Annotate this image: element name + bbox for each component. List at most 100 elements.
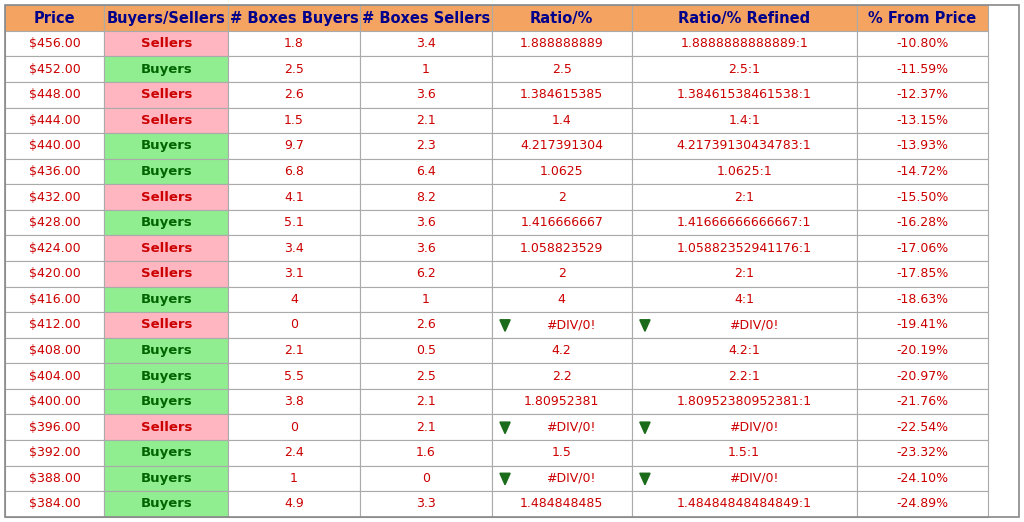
Bar bbox=[228, 440, 360, 466]
Bar bbox=[104, 133, 228, 159]
Text: 9.7: 9.7 bbox=[284, 139, 304, 152]
Bar bbox=[632, 287, 857, 312]
Bar bbox=[228, 414, 360, 440]
Text: 0: 0 bbox=[422, 472, 430, 485]
Text: Sellers: Sellers bbox=[140, 421, 191, 434]
Bar bbox=[492, 5, 632, 31]
Bar bbox=[360, 389, 492, 414]
Bar bbox=[857, 235, 988, 261]
Polygon shape bbox=[640, 422, 650, 434]
Text: 3.1: 3.1 bbox=[285, 267, 304, 280]
Text: % From Price: % From Price bbox=[868, 10, 977, 26]
Bar bbox=[857, 287, 988, 312]
Text: $428.00: $428.00 bbox=[29, 216, 81, 229]
Text: Sellers: Sellers bbox=[140, 88, 191, 101]
Bar bbox=[857, 184, 988, 210]
Bar bbox=[360, 82, 492, 108]
Bar bbox=[5, 466, 104, 491]
Bar bbox=[632, 261, 857, 287]
Text: 2:1: 2:1 bbox=[734, 267, 754, 280]
Text: # Boxes Sellers: # Boxes Sellers bbox=[361, 10, 489, 26]
Bar bbox=[632, 159, 857, 184]
Text: $408.00: $408.00 bbox=[29, 344, 81, 357]
Text: -22.54%: -22.54% bbox=[896, 421, 948, 434]
Text: -23.32%: -23.32% bbox=[897, 446, 948, 459]
Bar bbox=[857, 210, 988, 235]
Bar bbox=[5, 184, 104, 210]
Text: $452.00: $452.00 bbox=[29, 63, 81, 76]
Text: 4.2: 4.2 bbox=[552, 344, 571, 357]
Text: $448.00: $448.00 bbox=[29, 88, 81, 101]
Text: 1.0625:1: 1.0625:1 bbox=[716, 165, 772, 178]
Text: 2.3: 2.3 bbox=[416, 139, 435, 152]
Bar bbox=[5, 389, 104, 414]
Text: $416.00: $416.00 bbox=[29, 293, 81, 306]
Text: 2.5: 2.5 bbox=[552, 63, 571, 76]
Bar bbox=[104, 261, 228, 287]
Text: Sellers: Sellers bbox=[140, 191, 191, 204]
Text: -13.93%: -13.93% bbox=[897, 139, 948, 152]
Text: 0: 0 bbox=[290, 421, 298, 434]
Bar bbox=[857, 5, 988, 31]
Text: 0: 0 bbox=[290, 318, 298, 331]
Bar bbox=[104, 210, 228, 235]
Bar bbox=[492, 108, 632, 133]
Bar bbox=[360, 31, 492, 56]
Text: -17.06%: -17.06% bbox=[896, 242, 948, 255]
Bar bbox=[104, 56, 228, 82]
Bar bbox=[360, 491, 492, 517]
Text: Buyers: Buyers bbox=[140, 216, 193, 229]
Bar bbox=[5, 159, 104, 184]
Bar bbox=[492, 312, 632, 338]
Bar bbox=[492, 363, 632, 389]
Bar bbox=[5, 31, 104, 56]
Bar bbox=[360, 184, 492, 210]
Text: 1.4:1: 1.4:1 bbox=[728, 114, 760, 127]
Bar bbox=[104, 82, 228, 108]
Bar bbox=[857, 312, 988, 338]
Bar bbox=[857, 133, 988, 159]
Text: $412.00: $412.00 bbox=[29, 318, 81, 331]
Text: 3.6: 3.6 bbox=[416, 242, 435, 255]
Text: Buyers: Buyers bbox=[140, 344, 193, 357]
Bar bbox=[104, 108, 228, 133]
Text: 1.888888889: 1.888888889 bbox=[520, 37, 603, 50]
Bar bbox=[632, 5, 857, 31]
Text: 1.484848485: 1.484848485 bbox=[520, 497, 603, 511]
Text: #DIV/0!: #DIV/0! bbox=[729, 472, 778, 485]
Text: 1: 1 bbox=[422, 293, 430, 306]
Bar bbox=[360, 159, 492, 184]
Bar bbox=[228, 363, 360, 389]
Text: 2.1: 2.1 bbox=[416, 114, 435, 127]
Bar bbox=[5, 261, 104, 287]
Text: Buyers: Buyers bbox=[140, 370, 193, 383]
Bar bbox=[5, 287, 104, 312]
Bar bbox=[492, 440, 632, 466]
Bar bbox=[104, 414, 228, 440]
Text: 1.6: 1.6 bbox=[416, 446, 435, 459]
Bar bbox=[228, 184, 360, 210]
Bar bbox=[632, 82, 857, 108]
Text: 6.2: 6.2 bbox=[416, 267, 435, 280]
Bar bbox=[228, 5, 360, 31]
Text: 4.21739130434783:1: 4.21739130434783:1 bbox=[677, 139, 812, 152]
Text: Ratio/%: Ratio/% bbox=[530, 10, 593, 26]
Bar bbox=[632, 235, 857, 261]
Bar bbox=[104, 440, 228, 466]
Text: 4: 4 bbox=[290, 293, 298, 306]
Text: 2: 2 bbox=[558, 191, 565, 204]
Text: Sellers: Sellers bbox=[140, 242, 191, 255]
Bar bbox=[104, 31, 228, 56]
Text: 2.1: 2.1 bbox=[416, 421, 435, 434]
Bar bbox=[492, 491, 632, 517]
Text: 4.2:1: 4.2:1 bbox=[728, 344, 760, 357]
Bar bbox=[360, 287, 492, 312]
Bar bbox=[492, 235, 632, 261]
Text: #DIV/0!: #DIV/0! bbox=[546, 421, 596, 434]
Bar bbox=[857, 440, 988, 466]
Text: 5.1: 5.1 bbox=[284, 216, 304, 229]
Text: #DIV/0!: #DIV/0! bbox=[546, 318, 596, 331]
Text: 3.8: 3.8 bbox=[284, 395, 304, 408]
Bar bbox=[228, 312, 360, 338]
Bar bbox=[228, 82, 360, 108]
